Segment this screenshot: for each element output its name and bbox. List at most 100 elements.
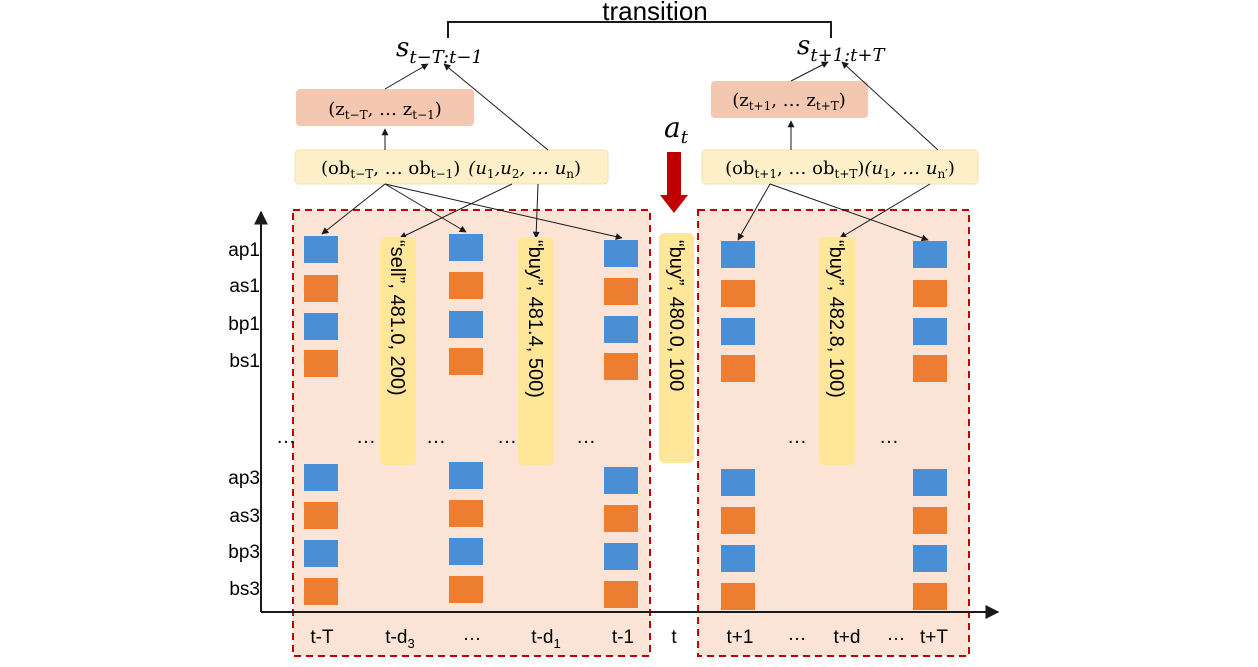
arrow-obs-to-snap-tp1 <box>737 183 771 241</box>
block-bs3 <box>913 583 947 610</box>
row-label: as1 <box>229 276 260 297</box>
ellipsis: … <box>787 426 807 448</box>
ellipsis: … <box>576 426 596 448</box>
transition-bracket <box>447 21 832 38</box>
block-ap3 <box>721 469 755 496</box>
row-label: bp3 <box>228 542 260 563</box>
x-label-td1: t-d1 <box>531 627 560 651</box>
x-label-tpT: t+T <box>920 627 948 648</box>
latent-past-box <box>296 89 474 126</box>
block-ap3 <box>304 464 338 491</box>
ellipsis: … <box>497 426 517 448</box>
block-bp3 <box>304 540 338 567</box>
arrow-u-to-order-future <box>839 183 931 239</box>
snapshot-tpT <box>913 241 947 610</box>
x-label-tT: t-T <box>310 627 334 648</box>
block-as3 <box>913 507 947 534</box>
action-label: at <box>664 111 689 148</box>
ellipsis: … <box>356 426 376 448</box>
block-bp3 <box>913 545 947 572</box>
block-bp3 <box>604 543 638 570</box>
block-ap1 <box>304 236 338 263</box>
order-pill-buy-future <box>819 237 855 465</box>
arrow-obs-to-snap-tpT <box>769 183 929 242</box>
block-as1 <box>304 275 338 302</box>
ellipsis: … <box>879 426 899 448</box>
row-label: bp1 <box>228 314 260 335</box>
block-ap3 <box>604 467 638 494</box>
block-bp3 <box>721 545 755 572</box>
block-bs3 <box>449 576 483 603</box>
obs-past-label: (obt−T, … obt−1) (u1,u2, … un) <box>321 158 581 181</box>
block-bp1 <box>449 311 483 338</box>
arrow-u-to-state-past <box>443 63 549 151</box>
block-bs3 <box>721 583 755 610</box>
row-label: bs3 <box>229 579 260 600</box>
block-as3 <box>721 507 755 534</box>
block-bs3 <box>304 578 338 605</box>
x-label-tpd: t+d <box>834 627 861 648</box>
arrow-obs-to-snap-t1 <box>384 183 623 241</box>
block-bp3 <box>449 538 483 565</box>
x-label-dots1: … <box>463 624 482 645</box>
block-bs1 <box>721 355 755 382</box>
state-future-label: st+1:t+T <box>797 31 886 66</box>
block-bs1 <box>604 353 638 380</box>
block-bs3 <box>604 581 638 608</box>
block-ap1 <box>604 240 638 267</box>
arrow-u-to-order-buy <box>532 183 540 239</box>
snapshot-t1 <box>604 240 638 608</box>
obs-future-label: (obt+1, … obt+T)(u1, … un′) <box>725 158 955 181</box>
block-bs1 <box>449 348 483 375</box>
block-as1 <box>449 272 483 299</box>
x-label-tp1: t+1 <box>727 627 754 648</box>
latent-past-label: (zt−T, … zt−1) <box>328 99 442 122</box>
action-arrow <box>660 152 688 213</box>
order-pill-action <box>659 233 694 463</box>
snapshot-mid <box>449 234 483 603</box>
snapshot-tp1 <box>721 241 755 610</box>
block-bs1 <box>913 355 947 382</box>
block-as3 <box>304 502 338 529</box>
latent-future-box <box>711 81 868 118</box>
block-as1 <box>604 278 638 305</box>
row-label: bs1 <box>229 351 260 372</box>
block-ap1 <box>449 234 483 261</box>
block-ap1 <box>913 241 947 268</box>
order-text-sell: “sell”, 481.0, 200) <box>386 240 408 396</box>
x-label-t1: t-1 <box>612 627 634 648</box>
block-as1 <box>913 280 947 307</box>
block-bp1 <box>604 316 638 343</box>
arrow-u-to-state-future <box>841 61 939 151</box>
block-bs1 <box>304 350 338 377</box>
order-text-buy-future: “buy”, 482.8, 100) <box>825 240 847 398</box>
block-ap3 <box>449 462 483 489</box>
arrow-obs-to-snap-mid <box>384 183 467 233</box>
latent-future-label: (zt+1, … zt+T) <box>732 90 846 113</box>
row-label: ap1 <box>228 240 260 261</box>
transition-label: transition <box>602 0 708 26</box>
x-label-dots3: … <box>887 624 906 645</box>
snapshot-tT <box>304 236 338 605</box>
block-as3 <box>604 505 638 532</box>
block-bp1 <box>304 313 338 340</box>
order-pill-sell <box>380 237 416 465</box>
block-ap3 <box>913 469 947 496</box>
order-text-buy-past: “buy”, 481.4, 500) <box>524 240 546 398</box>
ellipsis: … <box>276 426 296 448</box>
row-label: ap3 <box>228 468 260 489</box>
row-ellipses: … … … … … … … <box>276 426 899 448</box>
x-label-td3: t-d3 <box>385 627 414 651</box>
obs-past-box <box>294 149 609 185</box>
arrow-u-to-order-sell <box>399 183 513 239</box>
block-as1 <box>721 280 755 307</box>
order-pill-buy-past <box>518 237 554 465</box>
block-as3 <box>449 500 483 527</box>
x-label-t: t <box>671 627 677 648</box>
x-label-dots2: … <box>788 624 807 645</box>
obs-future-box <box>701 149 979 185</box>
block-ap1 <box>721 241 755 268</box>
row-labels: ap1 as1 bp1 bs1 ap3 as3 bp3 bs3 <box>228 240 260 600</box>
arrow-latent-to-state-past <box>384 63 429 90</box>
